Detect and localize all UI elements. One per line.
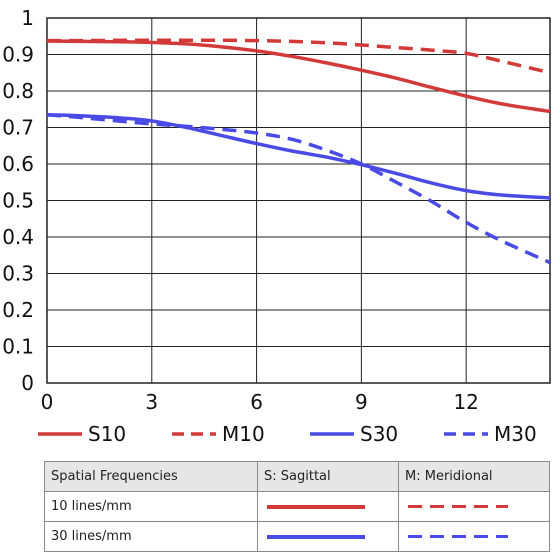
meridional-swatch-10 xyxy=(398,491,550,522)
row-label: 10 lines/mm xyxy=(44,491,258,522)
y-tick-label: 0.7 xyxy=(2,116,34,140)
y-tick-label: 0 xyxy=(21,371,34,395)
x-tick-label: 0 xyxy=(41,390,54,414)
y-tick-label: 0.5 xyxy=(2,189,34,213)
meridional-line-swatch xyxy=(408,535,508,538)
meridional-swatch-30 xyxy=(398,521,550,552)
y-tick-label: 1 xyxy=(21,6,34,30)
frequency-table: Spatial Frequencies S: Sagittal M: Merid… xyxy=(44,461,550,552)
sagittal-line-swatch xyxy=(267,504,365,509)
sagittal-swatch-30 xyxy=(257,521,399,552)
legend-label-s10: S10 xyxy=(88,422,126,446)
y-tick-label: 0.6 xyxy=(2,152,34,176)
table-row: 10 lines/mm xyxy=(44,491,550,522)
y-tick-label: 0.9 xyxy=(2,43,34,67)
chart-series xyxy=(46,38,551,265)
chart-grid xyxy=(46,17,550,384)
y-axis-ticks: 0 0.1 0.2 0.3 0.4 0.5 0.6 0.7 0.8 0.9 1 xyxy=(2,6,34,395)
x-tick-label: 12 xyxy=(453,390,478,414)
table-row: 30 lines/mm xyxy=(44,521,550,552)
y-tick-label: 0.4 xyxy=(2,225,34,249)
x-axis-ticks: 0 3 6 9 12 xyxy=(41,390,479,414)
y-tick-label: 0.8 xyxy=(2,79,34,103)
sagittal-swatch-10 xyxy=(257,491,399,522)
series-line-s30 xyxy=(46,112,551,200)
table-header-row: Spatial Frequencies S: Sagittal M: Merid… xyxy=(44,461,550,492)
legend-label-m10: M10 xyxy=(222,422,265,446)
series-line-s10 xyxy=(46,39,551,114)
chart-legend: S10 M10 S30 M30 xyxy=(38,422,537,446)
y-tick-label: 0.2 xyxy=(2,298,34,322)
header-spatial-frequencies: Spatial Frequencies xyxy=(44,461,258,492)
legend-label-s30: S30 xyxy=(360,422,398,446)
y-tick-label: 0.1 xyxy=(2,335,34,359)
series-line-m30 xyxy=(46,112,551,265)
mtf-chart: 0 0.1 0.2 0.3 0.4 0.5 0.6 0.7 0.8 0.9 1 0 3 6 9 12 S10… xyxy=(2,6,551,446)
sagittal-line-swatch xyxy=(267,534,365,539)
header-sagittal: S: Sagittal xyxy=(257,461,399,492)
legend-label-m30: M30 xyxy=(494,422,537,446)
x-tick-label: 3 xyxy=(145,390,158,414)
row-label: 30 lines/mm xyxy=(44,521,258,552)
series-line-m10 xyxy=(46,38,551,75)
meridional-line-swatch xyxy=(408,505,508,508)
header-meridional: M: Meridional xyxy=(398,461,550,492)
x-tick-label: 6 xyxy=(250,390,263,414)
x-tick-label: 9 xyxy=(355,390,368,414)
y-tick-label: 0.3 xyxy=(2,262,34,286)
